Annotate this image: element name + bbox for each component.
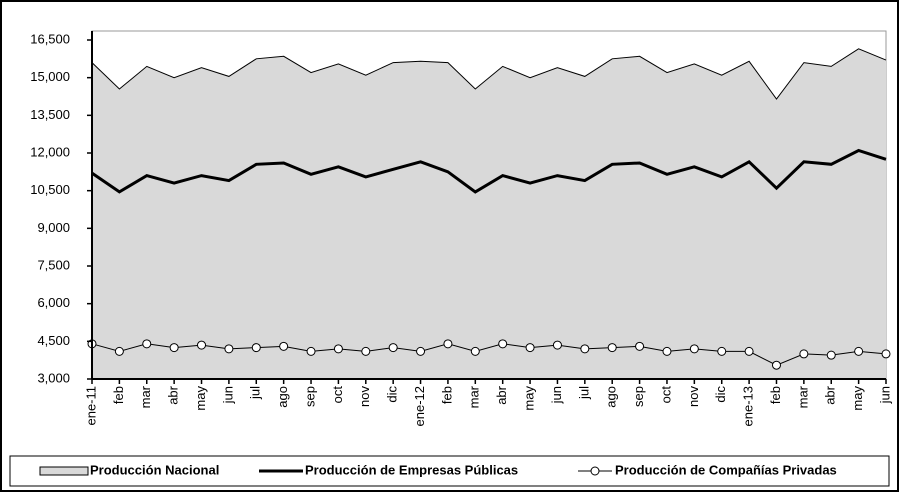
x-tick-label: sep — [302, 386, 317, 407]
x-tick-label: abr — [823, 385, 838, 404]
y-tick-label: 3,000 — [37, 370, 70, 385]
x-tick-label: feb — [111, 386, 126, 404]
x-tick-label: jul — [248, 386, 263, 400]
x-tick-label: mar — [467, 385, 482, 408]
legend-label: Producción Nacional — [90, 462, 219, 477]
point — [224, 344, 234, 354]
point — [443, 339, 453, 349]
x-tick-label: ene-13 — [741, 386, 756, 426]
x-tick-label: dic — [385, 386, 400, 403]
point — [799, 349, 809, 359]
legend-swatch — [39, 466, 89, 476]
x-tick-label: ene-12 — [412, 386, 427, 426]
x-tick-label: oct — [330, 386, 345, 404]
point — [197, 340, 207, 350]
x-tick-label: jun — [877, 386, 892, 404]
x-tick-label: feb — [768, 386, 783, 404]
point — [717, 346, 727, 356]
point — [333, 344, 343, 354]
point — [114, 346, 124, 356]
point — [552, 340, 562, 350]
point — [771, 360, 781, 370]
point — [662, 346, 672, 356]
y-tick-label: 7,500 — [37, 257, 70, 272]
point — [251, 343, 261, 353]
point — [306, 346, 316, 356]
x-tick-label: ago — [604, 386, 619, 408]
y-tick-label: 9,000 — [37, 220, 70, 235]
x-tick-label: dic — [713, 386, 728, 403]
point — [635, 341, 645, 351]
y-tick-label: 10,500 — [30, 182, 70, 197]
point — [689, 344, 699, 354]
point — [416, 346, 426, 356]
point — [854, 346, 864, 356]
legend-label: Producción de Empresas Públicas — [305, 462, 518, 477]
x-tick-label: oct — [658, 386, 673, 404]
legend-label: Producción de Compañías Privadas — [615, 462, 837, 477]
point — [498, 339, 508, 349]
legend-frame — [9, 455, 890, 487]
point — [826, 350, 836, 360]
area-line — [91, 48, 887, 100]
x-tick-label: may — [522, 386, 537, 411]
series-line — [91, 343, 887, 366]
point — [169, 343, 179, 353]
point — [470, 346, 480, 356]
x-tick-label: mar — [138, 385, 153, 408]
y-tick-label: 12,000 — [30, 144, 70, 159]
x-tick-label: ene-11 — [83, 386, 98, 426]
x-tick-label: feb — [439, 386, 454, 404]
x-tick-label: jul — [576, 386, 591, 400]
point — [142, 339, 152, 349]
x-tick-label: may — [850, 386, 865, 411]
y-tick-label: 6,000 — [37, 295, 70, 310]
x-tick-label: mar — [795, 385, 810, 408]
series-line — [91, 148, 887, 194]
x-tick-label: nov — [357, 386, 372, 407]
point — [744, 346, 754, 356]
y-tick-label: 4,500 — [37, 333, 70, 348]
x-tick-label: sep — [631, 386, 646, 407]
x-tick-label: jun — [220, 386, 235, 404]
y-tick-label: 13,500 — [30, 107, 70, 122]
x-tick-label: abr — [494, 385, 509, 404]
x-tick-label: nov — [686, 386, 701, 407]
point — [279, 341, 289, 351]
area-fill — [92, 48, 886, 380]
plot — [87, 48, 891, 380]
point — [388, 343, 398, 353]
point — [580, 344, 590, 354]
legend-marker — [590, 466, 600, 476]
y-tick-label: 15,000 — [30, 69, 70, 84]
point — [607, 343, 617, 353]
x-tick-label: abr — [166, 385, 181, 404]
x-tick-label: may — [193, 386, 208, 411]
x-tick-label: ago — [275, 386, 290, 408]
y-tick-label: 16,500 — [30, 31, 70, 46]
x-tick-label: jun — [549, 386, 564, 404]
point — [881, 349, 891, 359]
point — [361, 346, 371, 356]
point — [525, 343, 535, 353]
